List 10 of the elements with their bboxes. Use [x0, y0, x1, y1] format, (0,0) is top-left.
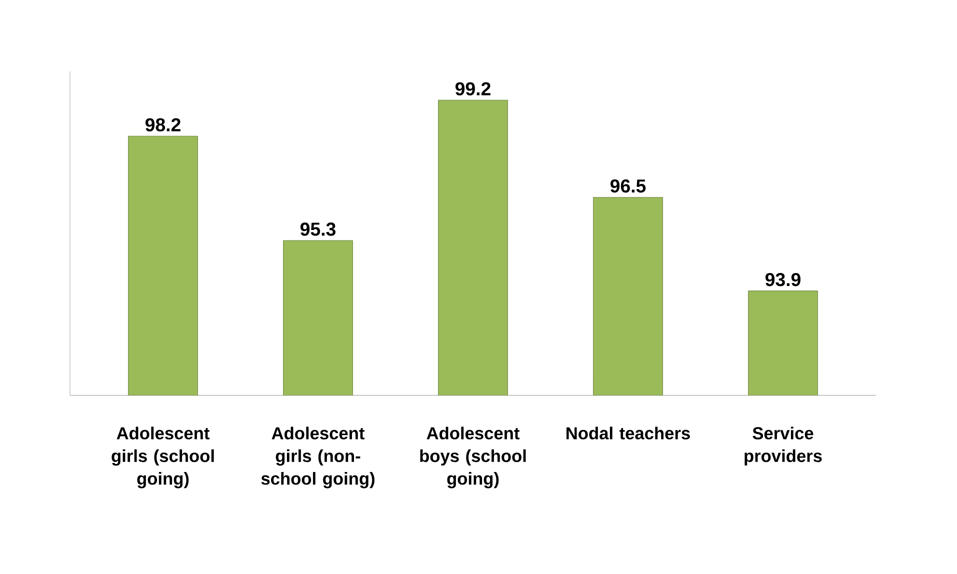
- x-tick-label: Nodal teachers: [566, 426, 690, 440]
- x-tick-label: Adolescent girls (school going): [112, 426, 214, 488]
- x-tick-label: Service providers: [744, 426, 822, 466]
- x-tick-label: Adolescent boys (school going): [420, 426, 526, 488]
- data-label: 96.5: [610, 179, 646, 193]
- data-label: 98.2: [145, 118, 180, 132]
- data-label: 95.3: [300, 222, 336, 236]
- x-tick-label: Adolescent girls (non-school going): [261, 426, 374, 488]
- data-label: 93.9: [765, 272, 800, 286]
- data-label: 99.2: [455, 82, 490, 96]
